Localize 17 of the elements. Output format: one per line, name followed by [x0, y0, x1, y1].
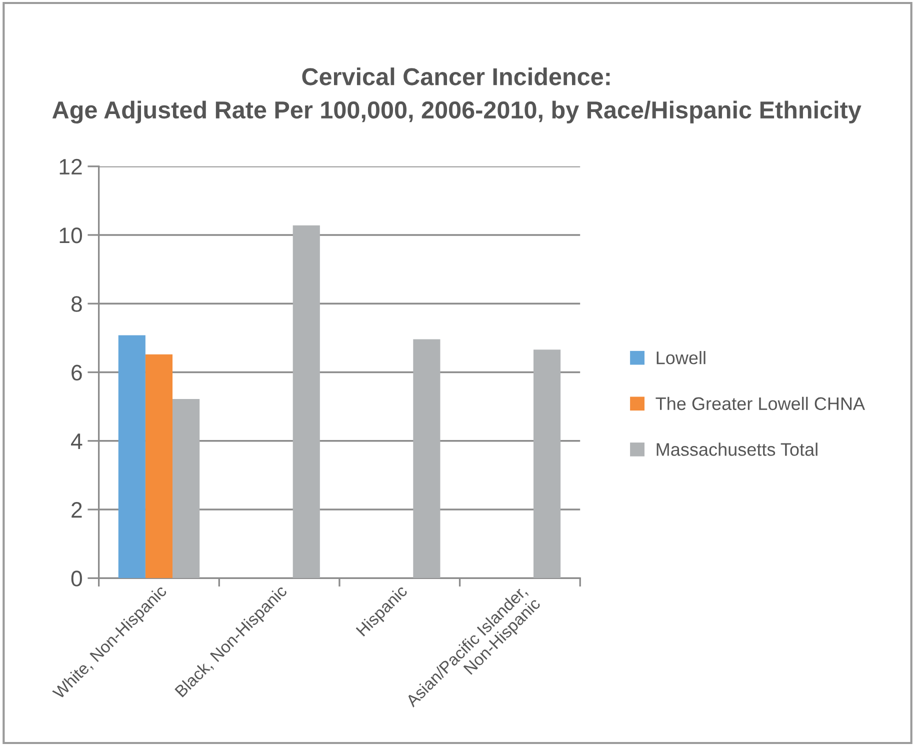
- y-tick-label: 12: [60, 158, 82, 174]
- legend-label: Lowell: [656, 351, 706, 364]
- y-tick-label: 8: [71, 296, 82, 312]
- legend-label: Massachusetts Total: [656, 442, 818, 456]
- chart-title: Cervical Cancer Incidence: Age Adjusted Rate Per 100,000, 2006-2010, by Race/Hispanic Ethnicity: [52, 67, 862, 124]
- bar: [118, 335, 146, 578]
- bar: [145, 354, 173, 578]
- bar: [172, 399, 200, 578]
- y-tick-label: 6: [72, 364, 82, 381]
- y-tick-label: 4: [71, 434, 82, 449]
- y-tick-label: 2: [72, 502, 82, 518]
- legend-label: The Greater Lowell CHNA: [656, 396, 866, 410]
- y-tick-label: 0: [71, 570, 82, 586]
- bar: [413, 339, 440, 578]
- bar: [533, 350, 561, 578]
- y-tick-label: 10: [60, 228, 82, 244]
- bar: [292, 225, 320, 578]
